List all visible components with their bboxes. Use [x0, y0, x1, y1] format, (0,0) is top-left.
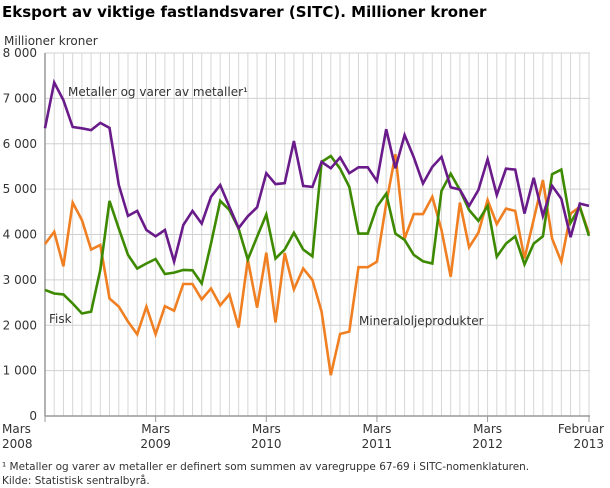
series-lines [43, 78, 591, 376]
y-tick-label: 8 000 [3, 46, 37, 60]
series-label-mineralolje: Mineraloljeprodukter [359, 314, 484, 328]
footnote: ¹ Metaller og varer av metaller er defin… [2, 461, 529, 473]
x-tick-label-year: 2013 [573, 437, 604, 451]
series-label-metaller: Metaller og varer av metaller¹ [68, 85, 248, 99]
y-tick-label: 1 000 [3, 364, 37, 378]
source: Kilde: Statistisk sentralbyrå. [2, 474, 150, 487]
series-label-fisk: Fisk [49, 312, 72, 326]
y-tick-label: 4 000 [3, 228, 37, 242]
x-tick-label-month: Mars [252, 422, 281, 436]
series-line-2 [43, 153, 591, 376]
y-tick-label: 2 000 [3, 318, 37, 332]
chart-title: Eksport av viktige fastlandsvarer (SITC)… [2, 3, 487, 21]
y-tick-label: 5 000 [3, 182, 37, 196]
series-line-1 [44, 154, 591, 315]
x-tick-label-month: Februar [558, 422, 604, 436]
x-tick-label-month: Mars [2, 422, 31, 436]
x-tick-label-year: 2009 [140, 437, 171, 451]
y-tick-label: 0 [29, 409, 37, 423]
y-tick-labels: 0 1 000 2 000 3 000 4 000 5 000 6 000 7 000 8 00… [3, 46, 37, 423]
series-line-0 [43, 78, 590, 267]
y-tick-label: 7 000 [3, 91, 37, 105]
x-tick-label-month: Mars [473, 422, 502, 436]
y-tick-label: 3 000 [3, 273, 37, 287]
x-tick-label-year: 2010 [251, 437, 282, 451]
y-tick-label: 6 000 [3, 137, 37, 151]
x-tick-label-month: Mars [362, 422, 391, 436]
x-tick-label-year: 2011 [362, 437, 393, 451]
x-tick-label-year: 2008 [2, 437, 33, 451]
y-axis-label: Millioner kroner [4, 34, 98, 48]
x-tick-label-year: 2012 [472, 437, 503, 451]
x-tick-label-month: Mars [141, 422, 170, 436]
x-tick-labels: Mars2008Mars2009Mars2010Mars2011Mars2012… [2, 416, 604, 451]
grid [44, 52, 590, 417]
